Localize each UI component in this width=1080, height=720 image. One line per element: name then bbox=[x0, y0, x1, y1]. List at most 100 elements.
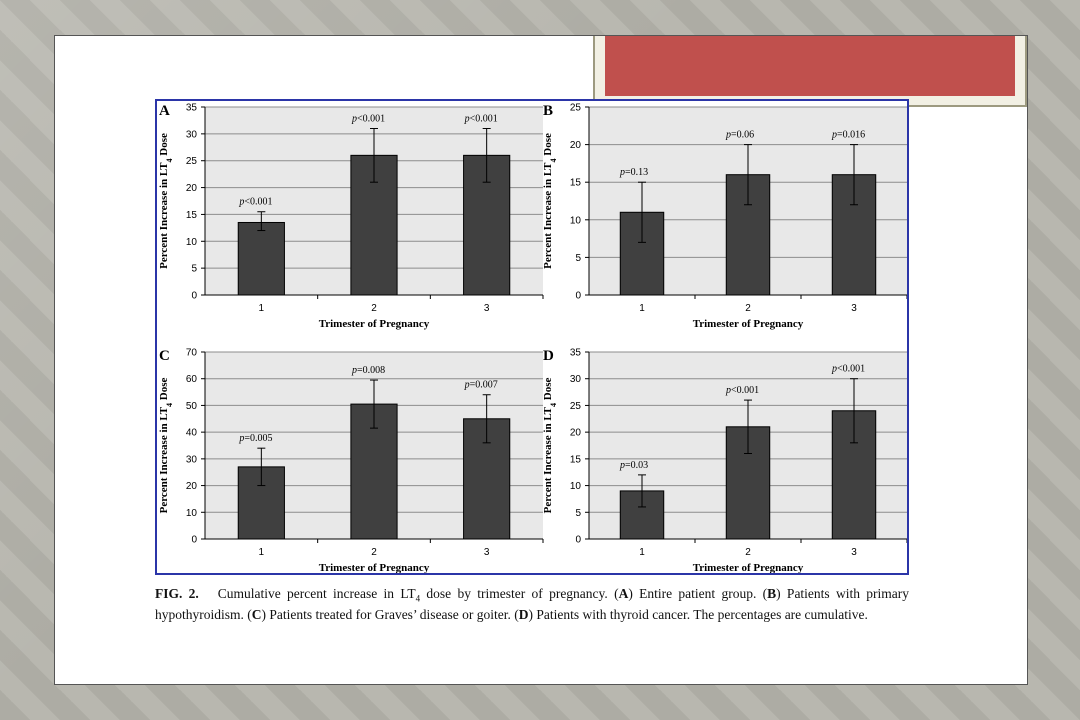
panel-c-p-label: p=0.005 bbox=[238, 433, 272, 444]
panel-d-ytick-label: 0 bbox=[575, 535, 581, 546]
panel-b-p-label: p=0.13 bbox=[619, 167, 648, 178]
panel-b-p-value: =0.06 bbox=[731, 130, 754, 141]
panel-b-y-axis-title: Percent Increase in LT4 Dose bbox=[542, 133, 558, 269]
panel-a-ytick-label: 0 bbox=[191, 291, 197, 302]
panel-b-letter: B bbox=[543, 103, 553, 119]
panel-a-y-title-sub: 4 bbox=[165, 158, 174, 162]
panel-d-p-value: =0.03 bbox=[625, 460, 648, 471]
caption-text-2: dose by trimester of pregnancy. ( bbox=[420, 586, 619, 601]
caption-text-4: ) Patients with primary hypothyroidism. … bbox=[155, 586, 910, 622]
caption-text-5: ) Patients treated for Graves’ disease o… bbox=[261, 606, 519, 622]
panel-c-y-title-part: Dose bbox=[158, 377, 170, 402]
panel-c-xtick-label: 2 bbox=[371, 547, 377, 558]
caption-text-3: ) Entire patient group. ( bbox=[628, 586, 768, 601]
panel-b-p-value: =0.016 bbox=[837, 130, 865, 141]
caption-letter-a: A bbox=[618, 586, 629, 601]
panel-c-ytick-label: 60 bbox=[186, 374, 198, 385]
panel-b-ytick-label: 10 bbox=[570, 215, 582, 226]
panel-c-p-value: =0.008 bbox=[357, 365, 385, 376]
panel-b-p-symbol: p bbox=[619, 167, 625, 178]
caption-text-6: ) Patients with thyroid cancer. The perc… bbox=[528, 606, 868, 622]
panel-d-p-symbol: p bbox=[831, 364, 837, 375]
caption-text-1: Cumulative percent increase in LT bbox=[217, 586, 416, 601]
panel-d-y-title-sub: 4 bbox=[549, 403, 558, 407]
panel-d-y-title-part: Dose bbox=[542, 377, 554, 402]
panel-a-bar bbox=[237, 221, 285, 296]
panel-b-y-title-part: Percent Increase in LT bbox=[542, 162, 554, 269]
panel-a-ytick-label: 5 bbox=[191, 264, 197, 275]
panel-c-p-label: p=0.007 bbox=[464, 380, 498, 391]
panel-d: 051015202530351p=0.032p<0.0013p<0.001Tri… bbox=[542, 348, 908, 574]
panel-a-y-axis-title: Percent Increase in LT4 Dose bbox=[158, 133, 174, 269]
panel-c-y-title-sub: 4 bbox=[165, 403, 174, 407]
panel-a-p-symbol: p bbox=[351, 113, 357, 124]
caption-letter-d: D bbox=[518, 606, 529, 622]
panel-c-ytick-label: 50 bbox=[186, 401, 198, 412]
panel-c-p-value: =0.007 bbox=[470, 380, 498, 391]
panel-b-ytick-label: 5 bbox=[575, 253, 581, 264]
panel-a-p-label: p<0.001 bbox=[464, 113, 498, 124]
panel-a-p-value: <0.001 bbox=[357, 113, 385, 124]
panel-b-xtick-label: 1 bbox=[639, 303, 645, 314]
panel-a: 051015202530351p<0.0012p<0.0013p<0.001Tr… bbox=[158, 103, 544, 330]
panel-d-xtick-label: 1 bbox=[639, 547, 645, 558]
panel-d-x-axis-title: Trimester of Pregnancy bbox=[693, 562, 804, 573]
panel-c-xtick-label: 3 bbox=[484, 547, 490, 558]
panel-d-p-symbol: p bbox=[619, 460, 625, 471]
panel-d-p-label: p<0.001 bbox=[725, 385, 759, 396]
panel-c-ytick-label: 0 bbox=[191, 535, 197, 546]
panel-c-x-axis-title: Trimester of Pregnancy bbox=[319, 562, 430, 573]
panel-c-p-symbol: p bbox=[464, 380, 470, 391]
panel-b-bar bbox=[619, 211, 665, 296]
panel-a-p-value: <0.001 bbox=[244, 197, 272, 208]
panel-c-ytick-label: 30 bbox=[186, 454, 198, 465]
panel-a-p-value: <0.001 bbox=[470, 113, 498, 124]
panel-d-xtick-label: 3 bbox=[851, 547, 857, 558]
panel-c-y-axis-title: Percent Increase in LT4 Dose bbox=[158, 377, 174, 513]
figure-svg: 051015202530351p<0.0012p<0.0013p<0.001Tr… bbox=[158, 103, 908, 574]
panel-a-ytick-label: 30 bbox=[186, 129, 198, 140]
panel-b-ytick-label: 20 bbox=[570, 140, 582, 151]
panel-a-ytick-label: 15 bbox=[186, 210, 198, 221]
panel-b-p-label: p=0.06 bbox=[725, 130, 754, 141]
panel-a-p-symbol: p bbox=[238, 197, 244, 208]
panel-a-y-title-part: Percent Increase in LT bbox=[158, 162, 170, 269]
panel-d-letter: D bbox=[543, 348, 554, 364]
panel-c-p-label: p=0.008 bbox=[351, 365, 385, 376]
panel-a-p-label: p<0.001 bbox=[238, 197, 272, 208]
caption-letter-b: B bbox=[767, 586, 777, 601]
panel-c-ytick-label: 70 bbox=[186, 348, 198, 359]
panel-b-p-symbol: p bbox=[725, 130, 731, 141]
panel-c-ytick-label: 10 bbox=[186, 508, 198, 519]
panel-a-ytick-label: 35 bbox=[186, 103, 198, 114]
panel-a-xtick-label: 1 bbox=[259, 303, 265, 314]
panel-c-ytick-label: 20 bbox=[186, 481, 198, 492]
panel-a-xtick-label: 2 bbox=[371, 303, 377, 314]
panel-b-p-value: =0.13 bbox=[625, 167, 648, 178]
panel-c-ytick-label: 40 bbox=[186, 428, 198, 439]
panel-c: 0102030405060701p=0.0052p=0.0083p=0.007T… bbox=[158, 348, 544, 574]
panel-b-xtick-label: 2 bbox=[745, 303, 751, 314]
panel-d-p-value: <0.001 bbox=[731, 385, 759, 396]
panel-d-bar bbox=[725, 426, 771, 540]
panel-b: 05101520251p=0.132p=0.063p=0.016Trimeste… bbox=[542, 103, 908, 330]
panel-c-p-symbol: p bbox=[238, 433, 244, 444]
figure-panel-grid: 0 5 10 15 20 25 30 35 1 p<0.001 2 p<0.001 3 p<0.001 Tr… bbox=[155, 99, 909, 575]
caption-sub: 4 bbox=[415, 593, 421, 604]
panel-a-ytick-label: 25 bbox=[186, 156, 198, 167]
panel-a-xtick-label: 3 bbox=[484, 303, 490, 314]
panel-d-ytick-label: 15 bbox=[570, 454, 582, 465]
panel-d-ytick-label: 20 bbox=[570, 428, 582, 439]
panel-b-x-axis-title: Trimester of Pregnancy bbox=[693, 318, 804, 330]
panel-b-ytick-label: 25 bbox=[570, 103, 582, 114]
caption-label: FIG. 2. bbox=[155, 586, 199, 601]
panel-a-p-symbol: p bbox=[464, 113, 470, 124]
panel-d-ytick-label: 5 bbox=[575, 508, 581, 519]
panel-d-p-label: p=0.03 bbox=[619, 460, 648, 471]
panel-a-x-axis-title: Trimester of Pregnancy bbox=[319, 318, 430, 330]
panel-d-ytick-label: 30 bbox=[570, 374, 582, 385]
panel-d-ytick-label: 35 bbox=[570, 348, 582, 359]
figure-caption: FIG. 2. Cumulative percent increase in L… bbox=[155, 586, 909, 622]
panel-b-y-title-part: Dose bbox=[542, 133, 554, 158]
panel-d-p-value: <0.001 bbox=[837, 364, 865, 375]
